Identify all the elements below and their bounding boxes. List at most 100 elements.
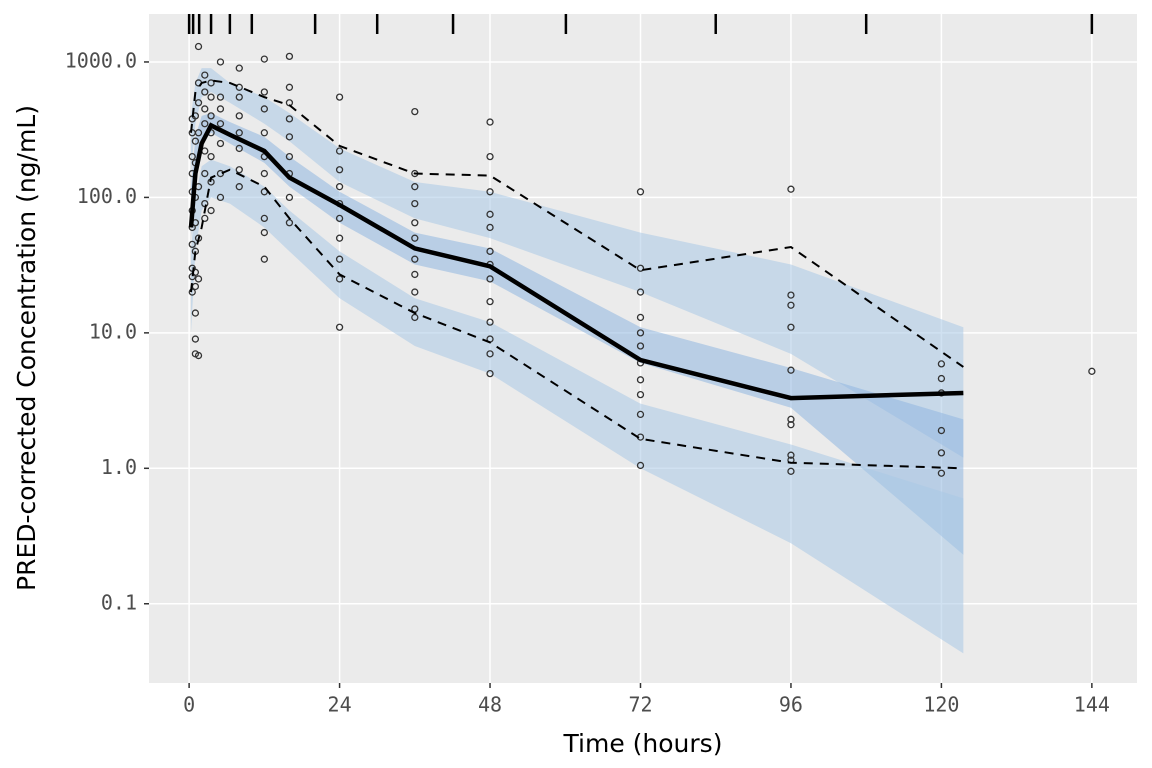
observation xyxy=(285,83,294,91)
observation xyxy=(787,467,795,475)
percentile-line xyxy=(190,168,964,470)
observation xyxy=(191,335,200,343)
observation xyxy=(216,105,225,113)
observation xyxy=(235,183,243,191)
observation xyxy=(260,228,269,237)
observation xyxy=(216,169,225,178)
observation xyxy=(194,99,203,107)
observation xyxy=(201,214,209,223)
observation xyxy=(335,323,344,331)
observation xyxy=(260,55,269,63)
observation xyxy=(335,275,344,283)
observation xyxy=(937,449,946,457)
observation xyxy=(335,255,344,263)
observation xyxy=(411,219,419,227)
observation xyxy=(486,369,494,378)
observation xyxy=(216,120,225,128)
observation xyxy=(207,152,215,161)
ci-band xyxy=(191,159,964,654)
observation xyxy=(285,193,294,202)
observation xyxy=(411,199,419,208)
observation xyxy=(216,93,225,101)
observation xyxy=(937,469,946,477)
observation xyxy=(235,64,243,72)
observation xyxy=(335,93,344,101)
observation xyxy=(207,112,215,120)
observation xyxy=(216,139,225,148)
observation xyxy=(636,342,645,350)
observation xyxy=(260,88,269,96)
x-tick-label: 96 xyxy=(779,693,803,717)
observation xyxy=(787,291,795,299)
observation xyxy=(937,374,946,383)
observation xyxy=(207,79,215,87)
observation xyxy=(636,288,645,296)
observation xyxy=(636,410,645,419)
observation xyxy=(486,223,494,232)
observation xyxy=(235,112,243,120)
observation xyxy=(636,188,645,196)
observation xyxy=(207,206,215,215)
x-tick-label: 48 xyxy=(478,693,502,717)
observation xyxy=(285,115,294,123)
observation xyxy=(201,88,209,96)
observation xyxy=(216,58,225,66)
observation xyxy=(636,390,645,399)
median-line xyxy=(188,122,964,401)
observation xyxy=(486,275,494,283)
observation xyxy=(285,133,294,141)
observation xyxy=(787,185,795,193)
observation xyxy=(285,52,294,61)
x-tick-label: 24 xyxy=(328,693,352,717)
observation xyxy=(486,297,494,306)
observation xyxy=(486,152,494,161)
percentile-line xyxy=(190,79,964,368)
observation xyxy=(787,366,795,374)
observation xyxy=(235,166,243,174)
observation xyxy=(194,351,203,360)
observation xyxy=(188,240,196,249)
observation xyxy=(411,313,419,322)
observation xyxy=(411,234,419,242)
observation xyxy=(191,137,200,145)
observation xyxy=(411,270,419,279)
x-axis-title: Time (hours) xyxy=(563,729,723,758)
observation xyxy=(937,426,946,435)
observation xyxy=(207,93,215,101)
observation xyxy=(411,107,419,116)
observation xyxy=(260,105,269,113)
x-tick-label: 120 xyxy=(923,693,959,717)
observation xyxy=(636,376,645,384)
observation xyxy=(335,234,344,242)
observation xyxy=(235,144,243,153)
x-tick-label: 144 xyxy=(1074,693,1110,717)
y-tick-label: 0.1 xyxy=(101,590,137,614)
observation xyxy=(411,183,419,191)
observation xyxy=(260,169,269,178)
observation xyxy=(486,318,494,326)
observation xyxy=(787,323,795,331)
observation xyxy=(285,152,294,161)
observation xyxy=(411,255,419,263)
observation xyxy=(260,214,269,223)
observation xyxy=(636,329,645,337)
observation xyxy=(937,360,946,368)
observation xyxy=(411,288,419,296)
observation xyxy=(636,313,645,322)
x-tick-label: 72 xyxy=(628,693,652,717)
y-tick-label: 1000.0 xyxy=(65,48,137,72)
observation xyxy=(335,147,344,155)
observation xyxy=(201,120,209,128)
y-axis-title: PRED-corrected Concentration (ng/mL) xyxy=(12,105,41,591)
observation xyxy=(486,188,494,196)
observation xyxy=(194,275,203,283)
ci-band xyxy=(191,112,964,555)
observation xyxy=(260,129,269,137)
observation xyxy=(787,451,795,459)
observation xyxy=(235,83,243,91)
x-tick-label: 0 xyxy=(183,693,195,717)
observation xyxy=(201,71,209,79)
observation xyxy=(335,166,344,174)
observation xyxy=(335,183,344,191)
